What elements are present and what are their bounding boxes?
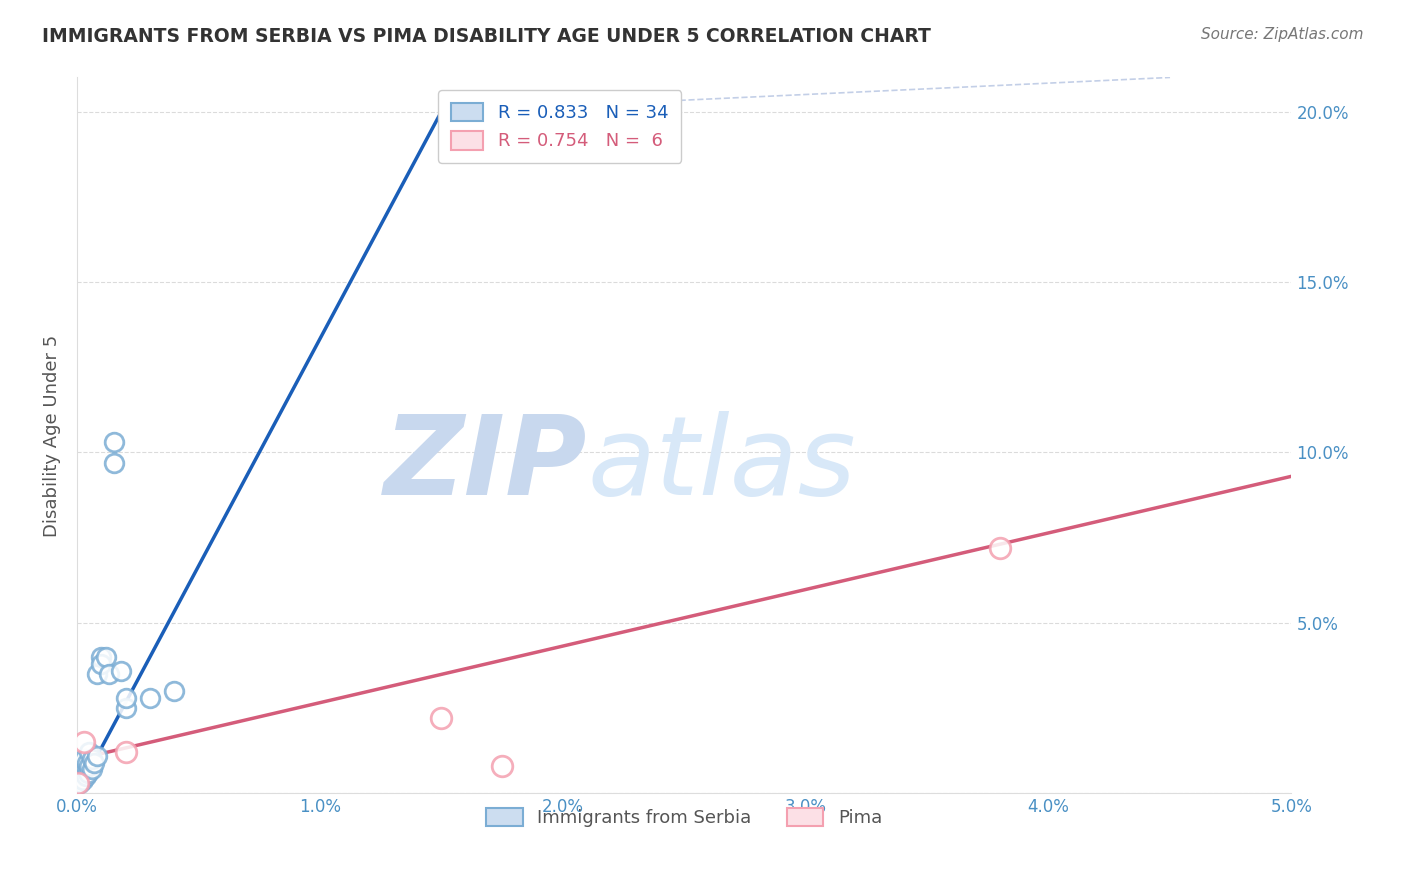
Point <box>163 684 186 698</box>
Point <box>80 763 103 777</box>
Text: atlas: atlas <box>588 410 856 517</box>
Text: ZIP: ZIP <box>384 410 588 517</box>
Point <box>97 667 120 681</box>
Point <box>77 765 100 780</box>
Point <box>77 746 100 760</box>
Point <box>73 759 96 773</box>
Point <box>103 456 125 470</box>
Point <box>69 776 91 790</box>
Point <box>139 690 162 705</box>
Point <box>96 650 118 665</box>
Point <box>83 756 105 770</box>
Point <box>86 667 108 681</box>
Point <box>76 763 98 777</box>
Point <box>69 769 91 783</box>
Y-axis label: Disability Age Under 5: Disability Age Under 5 <box>44 334 60 536</box>
Point <box>86 748 108 763</box>
Point <box>77 759 100 773</box>
Point <box>114 701 136 715</box>
Point <box>90 650 112 665</box>
Point <box>70 756 93 770</box>
Point <box>76 756 98 770</box>
Point <box>73 752 96 766</box>
Point <box>73 735 96 749</box>
Point <box>114 746 136 760</box>
Point <box>66 769 89 783</box>
Point <box>69 765 91 780</box>
Point <box>66 776 89 790</box>
Point <box>110 664 132 678</box>
Point <box>75 769 97 783</box>
Point <box>114 690 136 705</box>
Text: Source: ZipAtlas.com: Source: ZipAtlas.com <box>1201 27 1364 42</box>
Point <box>103 435 125 450</box>
Text: IMMIGRANTS FROM SERBIA VS PIMA DISABILITY AGE UNDER 5 CORRELATION CHART: IMMIGRANTS FROM SERBIA VS PIMA DISABILIT… <box>42 27 931 45</box>
Point <box>70 763 93 777</box>
Point <box>90 657 112 671</box>
Point <box>430 711 453 725</box>
Point <box>73 765 96 780</box>
Legend: Immigrants from Serbia, Pima: Immigrants from Serbia, Pima <box>479 801 890 834</box>
Point <box>491 759 513 773</box>
Point <box>67 759 90 773</box>
Point <box>72 772 94 787</box>
Point <box>67 772 90 787</box>
Point <box>80 752 103 766</box>
Point <box>988 541 1011 555</box>
